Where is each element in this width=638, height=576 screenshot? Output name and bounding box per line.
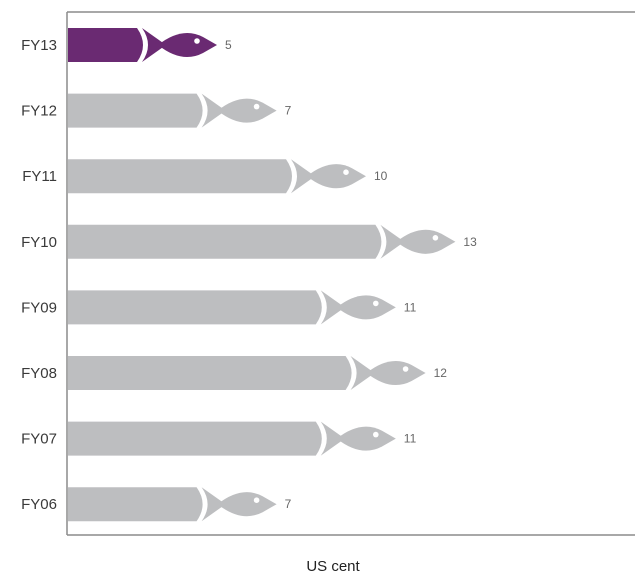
- category-label: FY07: [21, 431, 57, 448]
- category-label: FY12: [21, 103, 57, 120]
- value-label: 11: [404, 300, 417, 314]
- fish-eye: [253, 103, 260, 110]
- bar: [68, 356, 352, 390]
- fish-body: [336, 426, 396, 451]
- fish-tail: [320, 290, 345, 325]
- fish-tail: [142, 28, 166, 62]
- bar: [68, 93, 203, 128]
- fish-icon: [142, 28, 217, 62]
- bar: [68, 159, 292, 194]
- value-label: 11: [404, 432, 417, 446]
- fish-eye: [343, 169, 349, 175]
- value-label: 7: [285, 104, 292, 118]
- bar-row: FY11 10: [22, 159, 388, 194]
- fish-tail: [350, 356, 375, 390]
- fish-body: [217, 98, 277, 123]
- bar-row: FY07 11: [21, 421, 417, 456]
- bar-row: FY06 7: [21, 487, 292, 522]
- bar: [68, 290, 322, 325]
- fish-icon: [320, 421, 396, 456]
- chart-axes: [66, 11, 635, 536]
- bar-row: FY08 12: [21, 356, 447, 390]
- category-label: FY06: [21, 496, 57, 513]
- category-label: FY13: [21, 37, 57, 54]
- fish-icon: [201, 487, 277, 522]
- bars-group: FY13 5 FY12 7 FY11 10 FY10 13 FY09 11 FY08 12 FY07 11…: [21, 28, 477, 522]
- fish-eye: [194, 38, 200, 44]
- category-label: FY09: [21, 299, 57, 316]
- fish-body: [217, 492, 277, 517]
- fish-icon: [201, 93, 277, 128]
- fish-eye: [373, 431, 379, 438]
- fish-tail: [201, 93, 226, 128]
- fish-body: [307, 164, 366, 189]
- bar: [68, 224, 382, 259]
- bar: [68, 28, 143, 62]
- value-label: 10: [374, 169, 388, 183]
- fish-body: [366, 360, 426, 386]
- bar-row: FY12 7: [21, 93, 292, 128]
- fish-eye: [432, 235, 439, 241]
- fish-icon: [291, 159, 366, 194]
- fish-body: [396, 229, 456, 254]
- bar-row: FY10 13: [21, 224, 477, 259]
- fish-body: [336, 295, 396, 320]
- category-label: FY08: [21, 365, 57, 382]
- fish-eye: [402, 366, 409, 372]
- fish-eye: [373, 300, 379, 307]
- fish-tail: [380, 224, 405, 259]
- category-label: FY10: [21, 234, 57, 251]
- bar: [68, 421, 322, 456]
- fish-body: [158, 32, 217, 58]
- x-axis-title: US cent: [306, 558, 360, 575]
- fish-icon: [380, 224, 456, 259]
- fish-icon: [350, 356, 426, 390]
- bar-row: FY13 5: [21, 28, 232, 62]
- value-label: 12: [434, 366, 448, 380]
- fish-tail: [201, 487, 226, 522]
- value-label: 13: [463, 235, 477, 249]
- bar-row: FY09 11: [21, 290, 417, 325]
- fish-tail: [320, 421, 345, 456]
- bar: [68, 487, 203, 522]
- fish-icon: [320, 290, 396, 325]
- category-label: FY11: [22, 168, 57, 185]
- fish-tail: [291, 159, 315, 194]
- value-label: 7: [285, 497, 292, 511]
- value-label: 5: [225, 38, 232, 52]
- fish-eye: [253, 497, 260, 504]
